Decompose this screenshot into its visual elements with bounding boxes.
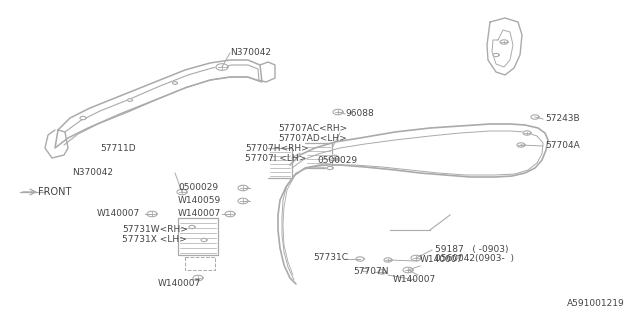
Text: 59187   ( -0903): 59187 ( -0903) — [435, 244, 509, 253]
Text: 57731C: 57731C — [313, 253, 348, 262]
Polygon shape — [531, 115, 539, 119]
Polygon shape — [403, 267, 413, 273]
Polygon shape — [193, 275, 203, 281]
Text: A591001219: A591001219 — [567, 299, 625, 308]
Polygon shape — [356, 257, 364, 261]
Text: W140007: W140007 — [158, 278, 201, 287]
Text: 57707AD<LH>: 57707AD<LH> — [278, 133, 347, 142]
Polygon shape — [411, 255, 421, 261]
Text: W140007: W140007 — [420, 255, 463, 265]
Polygon shape — [80, 116, 86, 120]
Text: N370042: N370042 — [72, 167, 113, 177]
Polygon shape — [378, 270, 386, 274]
Text: FRONT: FRONT — [38, 187, 72, 197]
Text: 96088: 96088 — [345, 108, 374, 117]
Polygon shape — [238, 198, 248, 204]
Text: 57243B: 57243B — [545, 114, 580, 123]
Polygon shape — [177, 189, 187, 195]
Polygon shape — [362, 268, 368, 272]
Polygon shape — [216, 64, 228, 70]
Text: 57731W<RH>: 57731W<RH> — [122, 225, 188, 234]
Polygon shape — [225, 211, 235, 217]
Text: 57707AC<RH>: 57707AC<RH> — [278, 124, 348, 132]
Polygon shape — [238, 185, 248, 191]
Text: 57707N: 57707N — [353, 267, 388, 276]
Polygon shape — [173, 82, 177, 84]
Text: 57707H<RH>: 57707H<RH> — [245, 143, 308, 153]
Polygon shape — [327, 166, 333, 170]
Polygon shape — [523, 131, 531, 135]
Polygon shape — [201, 238, 207, 242]
Polygon shape — [500, 40, 508, 44]
Text: 57707I <LH>: 57707I <LH> — [245, 154, 307, 163]
Polygon shape — [333, 109, 343, 115]
Text: 0500029: 0500029 — [178, 182, 218, 191]
Text: 57731X <LH>: 57731X <LH> — [122, 235, 187, 244]
Polygon shape — [127, 99, 132, 101]
Text: 57711D: 57711D — [100, 143, 136, 153]
Polygon shape — [517, 143, 525, 147]
Text: W140007: W140007 — [97, 209, 140, 218]
Text: W140059: W140059 — [178, 196, 221, 204]
Polygon shape — [384, 258, 392, 262]
Polygon shape — [147, 211, 157, 217]
Text: 57704A: 57704A — [545, 140, 580, 149]
Text: N370042: N370042 — [230, 47, 271, 57]
Text: W140007: W140007 — [393, 276, 436, 284]
Polygon shape — [329, 155, 339, 161]
Polygon shape — [493, 53, 499, 57]
Text: 0500029: 0500029 — [317, 156, 357, 164]
Polygon shape — [189, 225, 195, 229]
Text: W140007: W140007 — [178, 209, 221, 218]
Text: 0560042(0903-  ): 0560042(0903- ) — [435, 254, 514, 263]
